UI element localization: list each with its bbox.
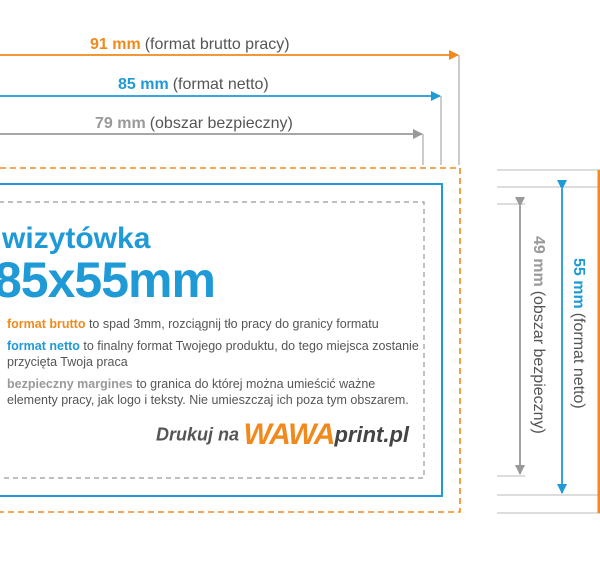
brutto-outline (0, 167, 461, 513)
netto-text: to finalny format Twojego produktu, do t… (7, 339, 419, 369)
card-title: wizytówka (2, 222, 151, 255)
netto-height-label: 55 mm(format netto) (570, 258, 587, 409)
brand-row: Drukuj na WAWAprint.pl (156, 418, 409, 458)
safe-area-outline (0, 201, 425, 479)
netto-outline (0, 183, 443, 497)
brand-logo-wawa: WAWA (243, 418, 335, 451)
netto-term: format netto (7, 339, 80, 353)
brand-logo-suffix: print.pl (334, 422, 410, 447)
brutto-description: format brutto to spad 3mm, rozciągnij tł… (7, 316, 427, 332)
netto-width-label: 85 mm (format netto) (118, 76, 269, 93)
safe-height-label: 49 mm(obszar bezpieczny) (530, 236, 547, 434)
safe-description: bezpieczny margines to granica do której… (7, 376, 427, 408)
safe-width-label: 79 mm (obszar bezpieczny) (95, 115, 293, 132)
card-size: 85x55mm (0, 252, 216, 308)
brutto-term: format brutto (7, 317, 86, 331)
brand-prefix: Drukuj na (156, 424, 240, 445)
netto-description: format netto to finalny format Twojego p… (7, 338, 427, 370)
brutto-width-label: 91 mm (format brutto pracy) (90, 36, 290, 53)
brutto-text: to spad 3mm, rozciągnij tło pracy do gra… (85, 317, 379, 331)
safe-term: bezpieczny margines (7, 377, 133, 391)
safe-text: to granica do której można umieścić ważn… (7, 377, 409, 407)
